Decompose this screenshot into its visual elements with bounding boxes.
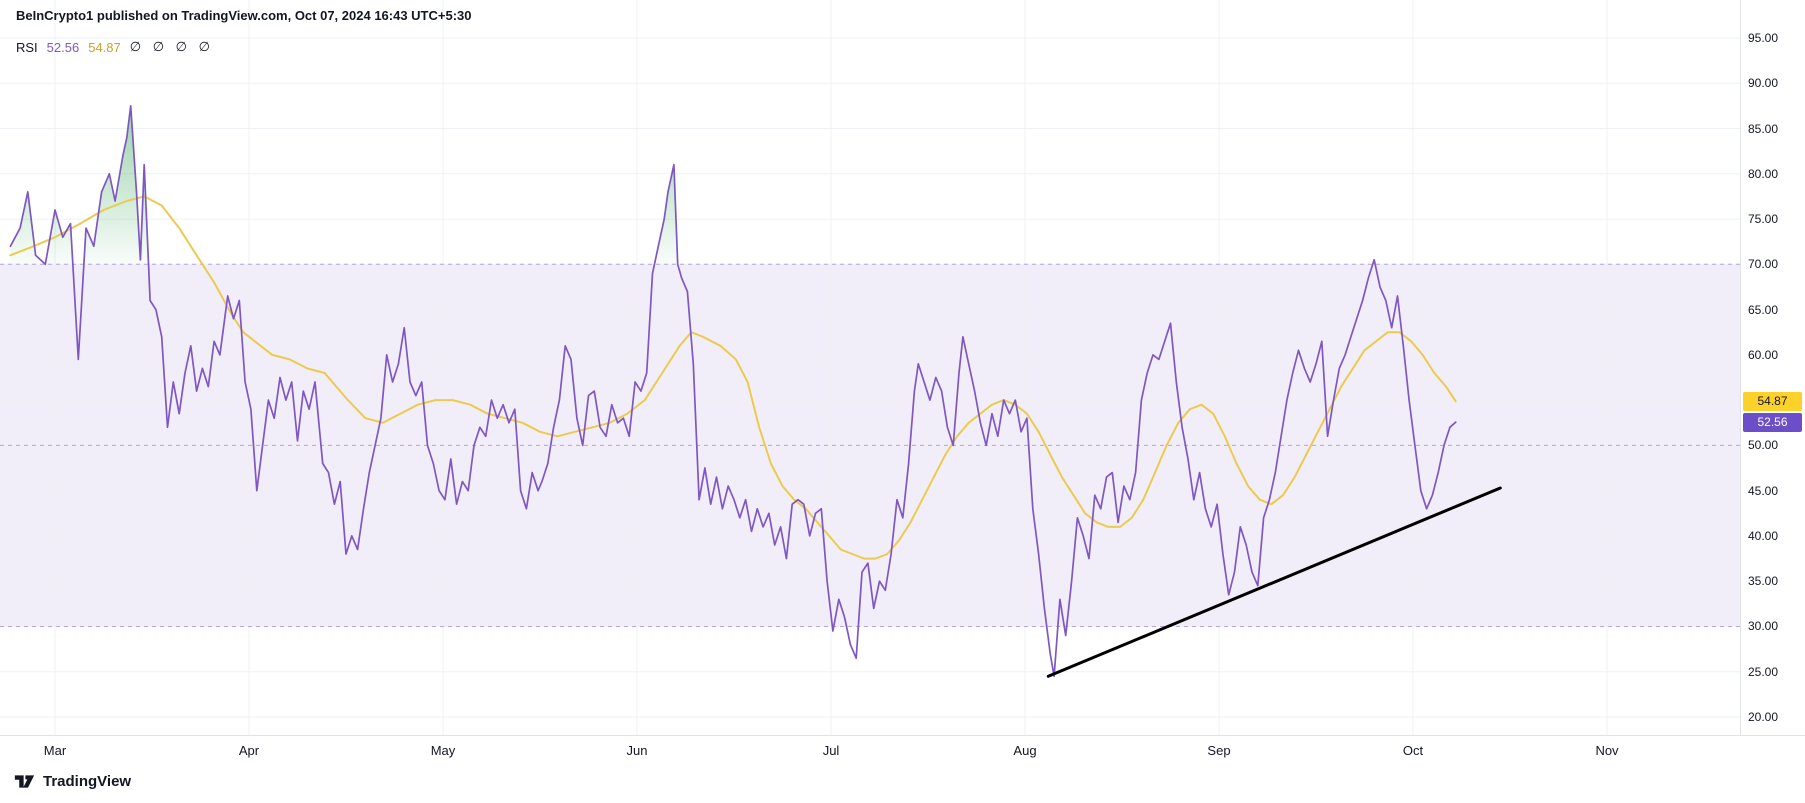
price-scale-label: 40.00 — [1748, 528, 1779, 543]
time-scale-label: Mar — [43, 743, 67, 758]
tradingview-footer[interactable]: TradingView — [14, 771, 131, 792]
price-scale-label: 70.00 — [1748, 257, 1779, 272]
time-scale-label: Jul — [822, 743, 840, 758]
price-scale-label: 60.00 — [1748, 347, 1779, 362]
price-scale-label: 30.00 — [1748, 619, 1779, 634]
price-scale[interactable]: 54.87 52.56 95.00 90.00 85.00 80.00 75.00 70.… — [1740, 0, 1805, 735]
price-scale-label: 90.00 — [1748, 76, 1779, 91]
price-scale-label: 80.00 — [1748, 166, 1779, 181]
price-scale-label: 25.00 — [1748, 664, 1779, 679]
price-scale-label: 35.00 — [1748, 574, 1779, 589]
time-scale-label: Sep — [1207, 743, 1231, 758]
time-scale-label: May — [430, 743, 456, 758]
price-scale-label: 45.00 — [1748, 483, 1779, 498]
time-scale-label: Jun — [626, 743, 648, 758]
page-title: BeInCrypto1 published on TradingView.com… — [16, 8, 472, 23]
ma-value-badge: 54.87 — [1743, 391, 1802, 411]
price-scale-label: 75.00 — [1748, 212, 1779, 227]
rsi-value-badge: 52.56 — [1743, 412, 1802, 432]
time-scale[interactable]: Mar Apr May Jun Jul Aug Sep Oct Nov — [0, 735, 1805, 765]
time-scale-label: Nov — [1595, 743, 1619, 758]
price-scale-label: 85.00 — [1748, 121, 1779, 136]
tradingview-logo-icon[interactable] — [14, 771, 35, 792]
rsi-chart-canvas[interactable] — [0, 0, 1740, 735]
legend-hidden-values: ∅ ∅ ∅ ∅ — [129, 39, 214, 54]
tradingview-brand[interactable]: TradingView — [43, 773, 132, 790]
time-scale-label: Apr — [238, 743, 260, 758]
ma-current-value: 54.87 — [88, 39, 121, 55]
time-scale-label: Oct — [1402, 743, 1424, 758]
indicator-legend[interactable]: RSI 52.56 54.87 ∅ ∅ ∅ ∅ — [16, 39, 214, 55]
rsi-chart-plot[interactable] — [0, 0, 1740, 735]
price-scale-label: 20.00 — [1748, 710, 1779, 724]
price-scale-label: 50.00 — [1748, 438, 1779, 453]
rsi-current-value: 52.56 — [46, 39, 80, 55]
price-scale-label: 65.00 — [1748, 302, 1779, 317]
price-scale-label: 95.00 — [1748, 31, 1779, 45]
rsi-indicator-label[interactable]: RSI — [16, 39, 38, 55]
time-scale-label: Aug — [1013, 743, 1037, 758]
